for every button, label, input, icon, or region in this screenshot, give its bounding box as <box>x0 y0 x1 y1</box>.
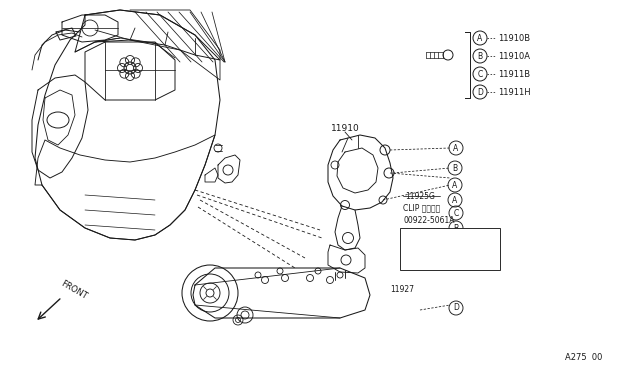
Text: D: D <box>477 87 483 96</box>
Text: A: A <box>452 196 458 205</box>
Text: 11911H: 11911H <box>498 87 531 96</box>
Text: B: B <box>453 224 459 232</box>
Text: 11927: 11927 <box>390 285 414 295</box>
Text: C: C <box>453 208 459 218</box>
Text: 11910B: 11910B <box>498 33 530 42</box>
Text: A275  00: A275 00 <box>565 353 602 362</box>
Text: 11910: 11910 <box>331 124 360 132</box>
Text: CLIP クリップ: CLIP クリップ <box>403 203 440 212</box>
Text: FRONT: FRONT <box>59 279 88 301</box>
Text: 11910A: 11910A <box>498 51 530 61</box>
Text: A: A <box>452 180 458 189</box>
Text: 00922-5061A: 00922-5061A <box>403 215 454 224</box>
Text: B: B <box>477 51 483 61</box>
Text: C: C <box>477 70 483 78</box>
Text: B: B <box>452 164 458 173</box>
Text: 11925G: 11925G <box>405 192 435 201</box>
Text: A: A <box>477 33 483 42</box>
Text: D: D <box>453 304 459 312</box>
Text: 11911B: 11911B <box>498 70 530 78</box>
Text: A: A <box>453 144 459 153</box>
FancyBboxPatch shape <box>400 228 500 270</box>
